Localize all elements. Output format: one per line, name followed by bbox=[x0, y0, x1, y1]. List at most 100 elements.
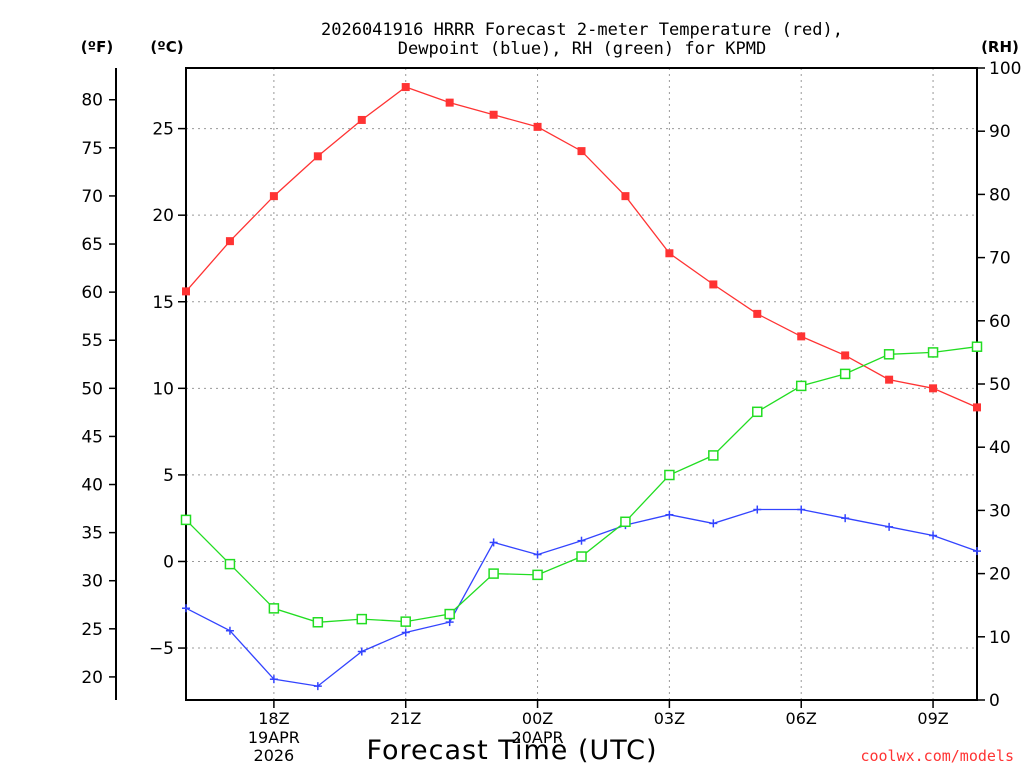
celsius-tick-label-5: 5 bbox=[163, 466, 174, 486]
blue-series-point-12 bbox=[709, 519, 718, 528]
red-series-point-15 bbox=[841, 351, 850, 360]
blue-series-point-1 bbox=[225, 626, 234, 635]
celsius-tick-label-15: 15 bbox=[152, 293, 174, 313]
red-series-point-5 bbox=[401, 83, 410, 92]
chart-title-line2: Dewpoint (blue), RH (green) for KPMD bbox=[398, 39, 766, 59]
green-series-point-12 bbox=[708, 450, 719, 461]
blue-series-point-7 bbox=[489, 538, 498, 547]
blue-series-point-5 bbox=[401, 628, 410, 637]
celsius-tick-label-0: 0 bbox=[163, 552, 174, 572]
green-series-point-1 bbox=[224, 558, 236, 570]
blue-series-line bbox=[185, 508, 978, 687]
blue-series-point-2 bbox=[269, 675, 278, 684]
rh-tick-label-10: 10 bbox=[989, 628, 1011, 648]
red-series-point-0 bbox=[182, 287, 190, 296]
fahrenheit-tick-label-60: 60 bbox=[81, 283, 103, 303]
red-series-point-4 bbox=[357, 115, 366, 124]
red-series-point-18 bbox=[973, 403, 981, 412]
red-series-point-11 bbox=[665, 249, 674, 258]
rh-tick-label-30: 30 bbox=[989, 501, 1011, 521]
rh-tick-label-0: 0 bbox=[989, 691, 1000, 711]
x-tick-label-21Z: 21Z bbox=[390, 709, 421, 728]
blue-series-point-17 bbox=[929, 531, 938, 540]
red-series-point-6 bbox=[445, 98, 454, 107]
rh-tick-label-40: 40 bbox=[989, 438, 1011, 458]
x-tick-label-00Z: 00Z bbox=[522, 709, 553, 728]
green-series-point-9 bbox=[576, 551, 587, 562]
red-series-point-8 bbox=[533, 122, 542, 131]
blue-series-point-14 bbox=[797, 505, 806, 514]
celsius-tick-label-20: 20 bbox=[152, 206, 174, 226]
axes-layer: 20 25 30 35 40 45 50 55 60 65 70 75 80 −5 0 5 10 15 20 25 0 1… bbox=[81, 59, 1021, 765]
fahrenheit-unit-label: (ºF) bbox=[81, 38, 113, 56]
red-series-point-12 bbox=[709, 280, 718, 289]
green-series-point-6 bbox=[444, 608, 455, 620]
fahrenheit-tick-label-55: 55 bbox=[81, 331, 103, 351]
green-series-point-17 bbox=[927, 347, 939, 358]
fahrenheit-tick-label-80: 80 bbox=[81, 91, 103, 111]
red-series-point-13 bbox=[753, 309, 762, 318]
x-tick-sublabel-19APR: 19APR bbox=[248, 728, 300, 747]
x-tick-label-09Z: 09Z bbox=[917, 709, 948, 728]
fahrenheit-tick-label-20: 20 bbox=[81, 668, 103, 688]
celsius-tick-label-25: 25 bbox=[152, 120, 174, 140]
green-series-point-0 bbox=[180, 514, 192, 526]
green-series-point-4 bbox=[356, 613, 368, 625]
chart-title-line1: 2026041916 HRRR Forecast 2-meter Tempera… bbox=[321, 20, 843, 40]
green-series-point-18 bbox=[971, 341, 983, 352]
plot-frame bbox=[185, 67, 978, 701]
x-tick-sublabel-20APR: 20APR bbox=[512, 728, 564, 747]
green-series-point-10 bbox=[620, 516, 631, 528]
rh-tick-label-80: 80 bbox=[989, 185, 1011, 205]
blue-series-point-8 bbox=[533, 550, 542, 559]
celsius-tick-label--5: −5 bbox=[149, 639, 174, 659]
green-series-point-14 bbox=[795, 380, 807, 392]
fahrenheit-tick-label-45: 45 bbox=[81, 427, 103, 447]
blue-series-point-9 bbox=[577, 536, 586, 545]
red-series-point-10 bbox=[621, 192, 630, 201]
x-tick-label-06Z: 06Z bbox=[786, 709, 817, 728]
x-axis-label: Forecast Time (UTC) bbox=[366, 735, 657, 766]
red-series-point-9 bbox=[577, 147, 586, 156]
fahrenheit-tick-label-25: 25 bbox=[81, 620, 103, 640]
green-series-point-2 bbox=[268, 603, 280, 614]
red-series-point-14 bbox=[797, 332, 806, 341]
fahrenheit-tick-label-35: 35 bbox=[81, 524, 103, 544]
rh-tick-label-50: 50 bbox=[989, 375, 1011, 395]
blue-series-point-6 bbox=[445, 618, 454, 627]
red-series-point-3 bbox=[313, 152, 322, 161]
green-series-point-7 bbox=[488, 568, 499, 579]
red-series-line bbox=[185, 86, 978, 408]
blue-series-point-15 bbox=[841, 514, 850, 523]
rh-unit-label: (RH) bbox=[981, 38, 1019, 56]
green-series-point-3 bbox=[312, 617, 324, 628]
x-tick-label-03Z: 03Z bbox=[654, 709, 685, 728]
red-series-point-7 bbox=[489, 110, 498, 119]
grid-layer bbox=[186, 68, 977, 700]
fahrenheit-tick-label-70: 70 bbox=[81, 187, 103, 207]
red-series-point-2 bbox=[269, 192, 278, 201]
fahrenheit-tick-label-30: 30 bbox=[81, 572, 103, 592]
rh-tick-label-90: 90 bbox=[989, 122, 1011, 142]
fahrenheit-tick-label-65: 65 bbox=[81, 235, 103, 255]
celsius-unit-label: (ºC) bbox=[150, 38, 183, 56]
blue-series-point-11 bbox=[665, 510, 674, 519]
watermark: coolwx.com/models bbox=[860, 747, 1014, 765]
rh-tick-label-60: 60 bbox=[989, 312, 1011, 332]
fahrenheit-tick-label-40: 40 bbox=[81, 476, 103, 496]
red-series-point-1 bbox=[225, 237, 234, 246]
green-series-point-16 bbox=[883, 349, 895, 360]
x-tick-label-18Z: 18Z bbox=[258, 709, 289, 728]
blue-series-point-3 bbox=[313, 682, 322, 691]
rh-tick-label-70: 70 bbox=[989, 249, 1011, 269]
series-layer bbox=[180, 83, 983, 691]
blue-series-point-0 bbox=[182, 604, 190, 613]
blue-series-point-16 bbox=[885, 522, 894, 531]
blue-series-point-4 bbox=[357, 647, 366, 656]
green-series-point-5 bbox=[400, 616, 411, 627]
blue-series-point-18 bbox=[973, 547, 981, 556]
green-series-point-8 bbox=[532, 569, 543, 581]
rh-tick-label-20: 20 bbox=[989, 565, 1011, 585]
fahrenheit-tick-label-75: 75 bbox=[81, 139, 103, 159]
green-series-point-13 bbox=[752, 406, 763, 418]
